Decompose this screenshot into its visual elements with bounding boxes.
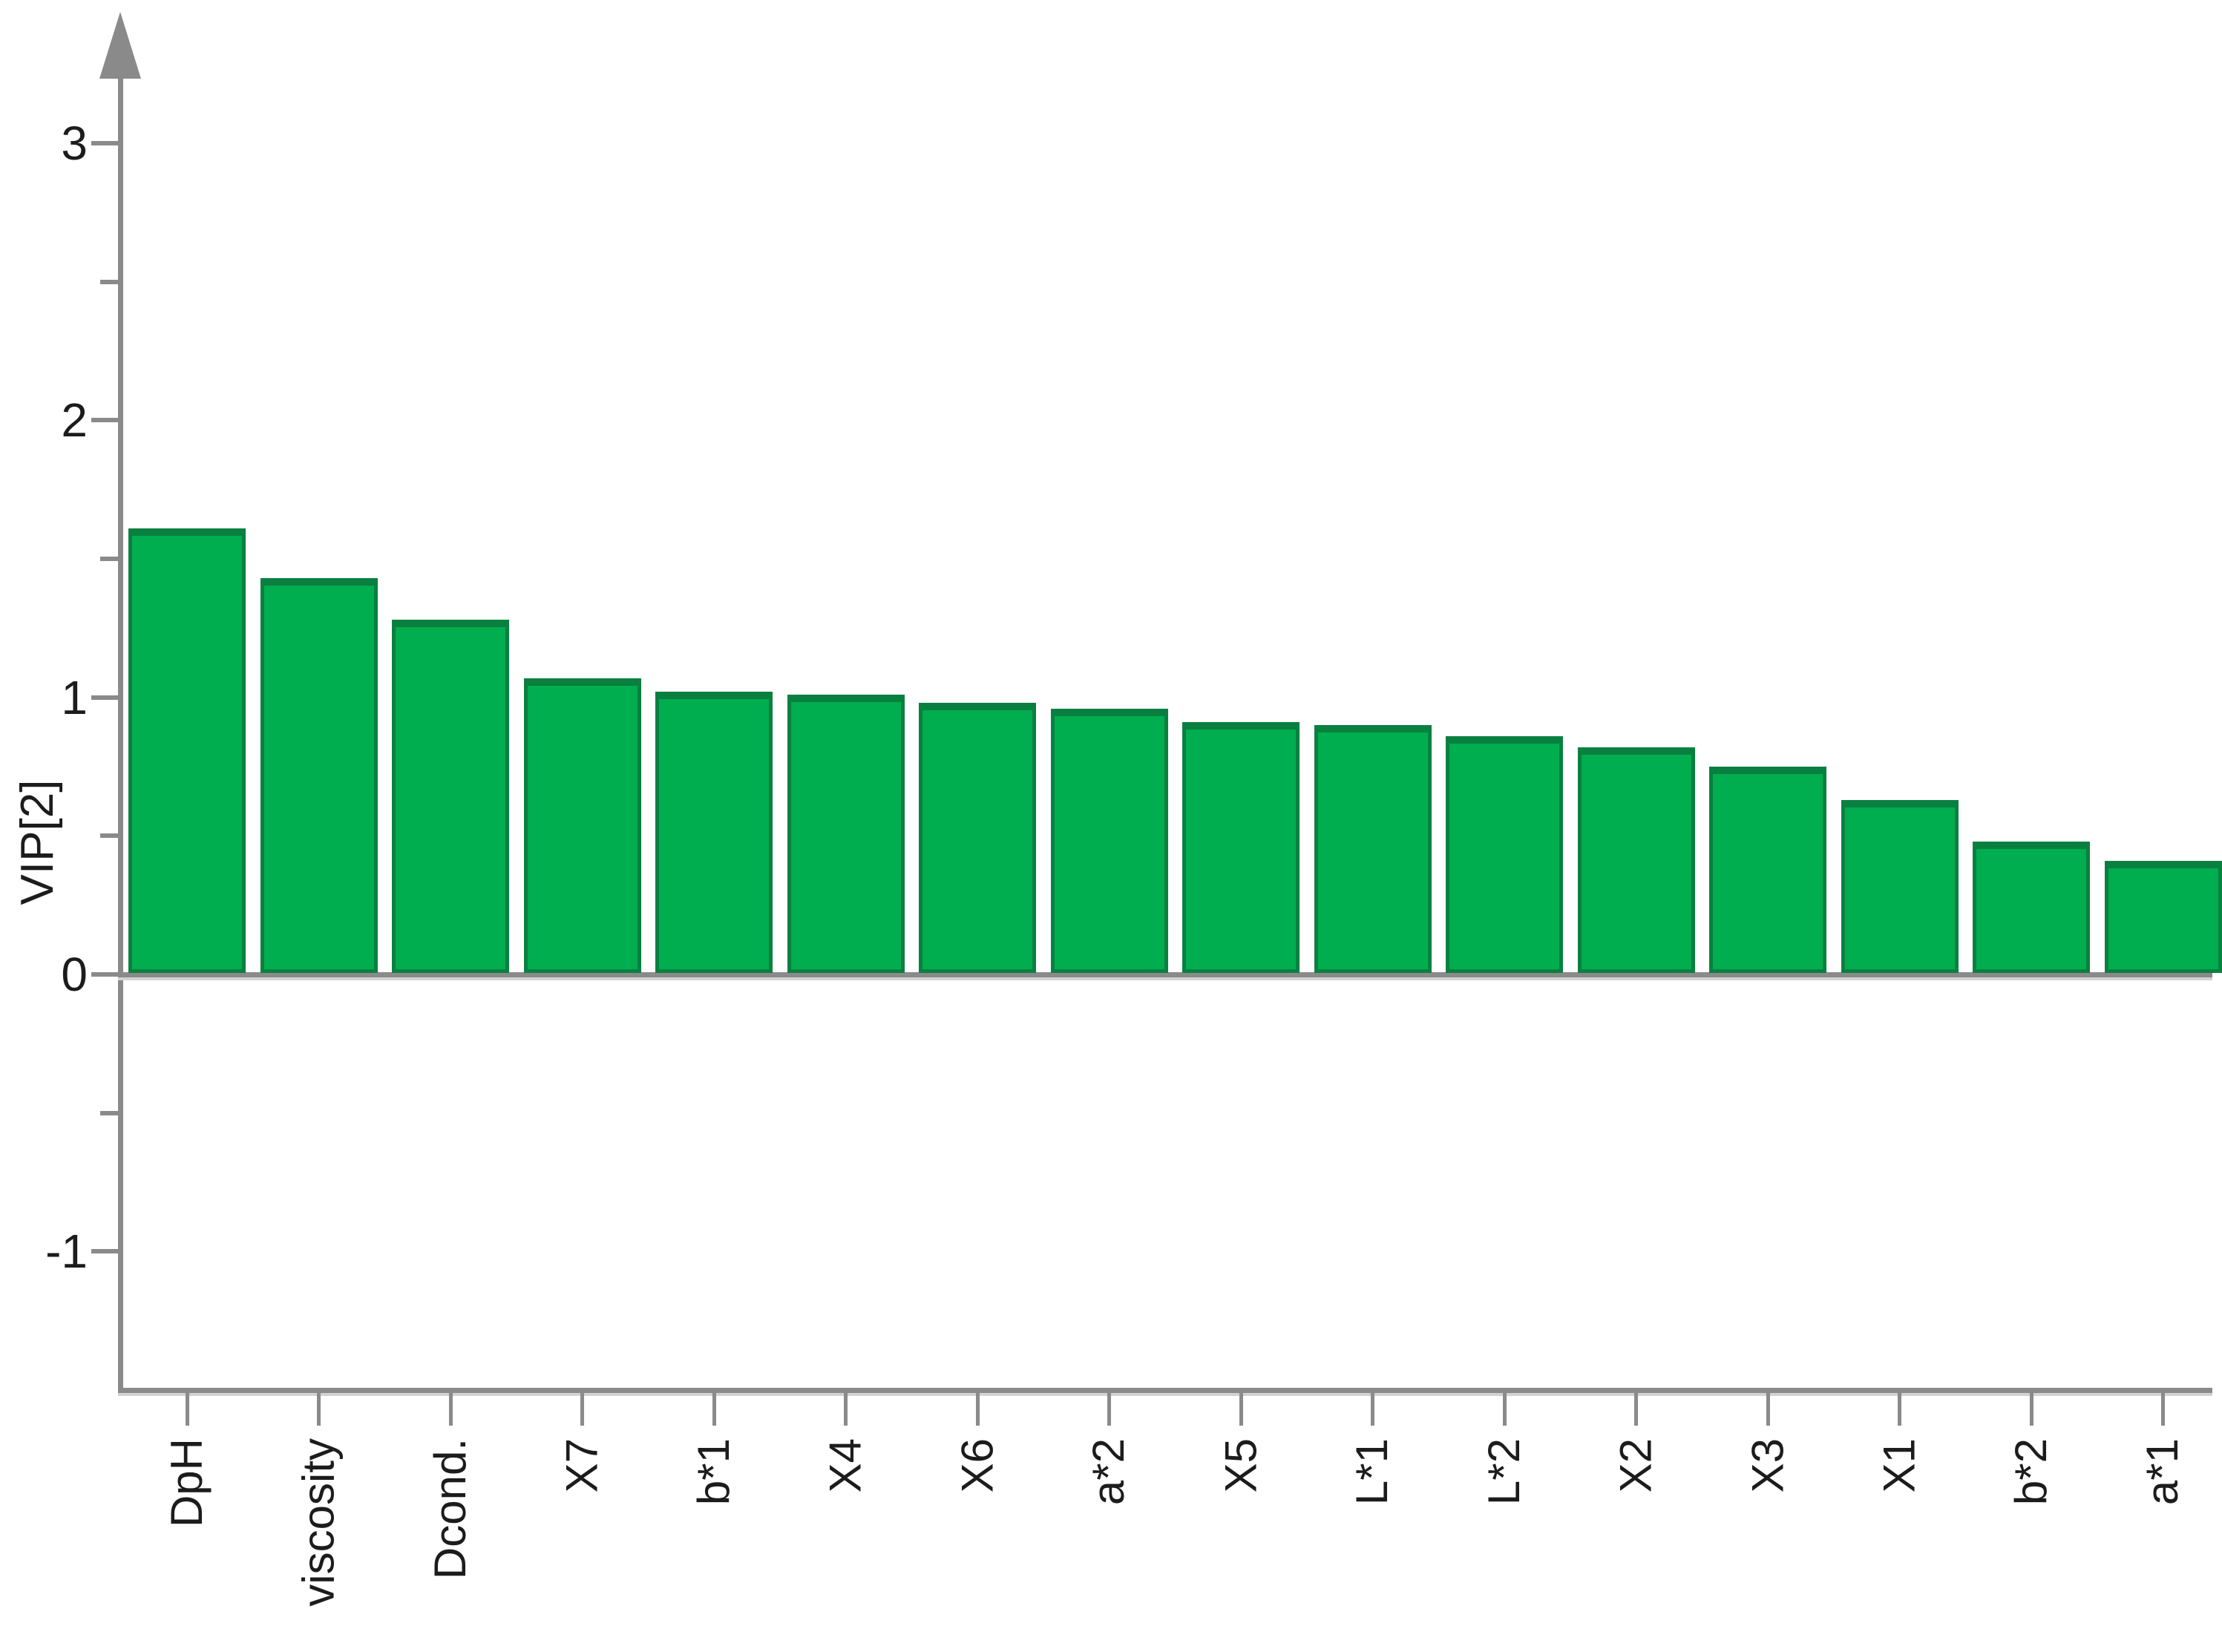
y-minor-tick [100, 1110, 118, 1115]
bar-X1 [1841, 799, 1959, 973]
x-tick [712, 1393, 716, 1426]
x-tick-label: X4 [820, 1438, 871, 1493]
bar-a*1 [2104, 860, 2222, 973]
x-tick-label: Dcond. [425, 1438, 475, 1580]
bar-viscosity [260, 578, 378, 973]
bar-Dcond. [392, 620, 509, 973]
y-major-tick [91, 972, 118, 977]
y-axis-line [118, 21, 123, 1390]
x-tick [1239, 1393, 1243, 1426]
x-tick [185, 1393, 189, 1426]
x-tick [1502, 1393, 1507, 1426]
x-tick [1107, 1393, 1111, 1426]
zero-baseline [118, 972, 2212, 977]
bar-a*2 [1050, 708, 1168, 973]
x-axis-line [118, 1388, 2212, 1393]
bar-X7 [523, 678, 641, 973]
y-axis-title: VIP[2] [12, 779, 63, 905]
x-tick [1898, 1393, 1901, 1426]
x-tick [2029, 1393, 2033, 1426]
x-tick-label: b*1 [689, 1438, 738, 1506]
zero-baseline-shadow [118, 977, 2212, 980]
x-axis-shadow [118, 1393, 2212, 1396]
x-tick [1766, 1393, 1770, 1426]
bar-X2 [1577, 747, 1695, 973]
bar-X3 [1709, 767, 1826, 973]
x-tick-label: a*2 [1084, 1438, 1134, 1506]
y-axis-arrow-icon [99, 12, 141, 79]
bar-X5 [1182, 722, 1300, 973]
x-tick-label: X6 [952, 1438, 1002, 1493]
y-minor-tick [100, 833, 118, 839]
y-minor-tick [100, 279, 118, 284]
y-tick-label: -1 [45, 1225, 88, 1279]
y-major-tick [91, 1249, 118, 1254]
bar-b*2 [1973, 841, 2090, 973]
x-tick [1634, 1393, 1638, 1426]
x-tick-label: X1 [1874, 1438, 1924, 1493]
x-tick-label: b*2 [2006, 1438, 2056, 1506]
bar-b*1 [655, 692, 773, 973]
bar-L*2 [1446, 736, 1563, 973]
x-tick [580, 1393, 584, 1426]
y-tick-label: 3 [61, 117, 88, 171]
x-tick-label: a*1 [2137, 1438, 2188, 1506]
x-tick-label: viscosity [293, 1438, 344, 1607]
x-tick-label: X2 [1610, 1438, 1661, 1493]
y-major-tick [91, 695, 118, 700]
x-tick [2161, 1393, 2165, 1426]
x-tick-label: DpH [162, 1438, 212, 1528]
x-tick [1371, 1393, 1374, 1426]
bar-X4 [787, 695, 905, 973]
x-tick-label: X5 [1216, 1438, 1265, 1493]
x-tick-label: L*2 [1479, 1438, 1529, 1506]
y-major-tick [91, 141, 118, 146]
y-tick-label: 2 [61, 393, 88, 448]
y-tick-label: 1 [61, 670, 88, 724]
bar-L*1 [1314, 725, 1432, 973]
y-major-tick [91, 418, 118, 423]
x-tick [317, 1393, 321, 1426]
y-minor-tick [100, 557, 118, 562]
x-tick [844, 1393, 848, 1426]
x-tick [448, 1393, 453, 1426]
x-tick-label: X3 [1743, 1438, 1792, 1493]
bar-DpH [128, 528, 246, 973]
y-tick-label: 0 [61, 948, 88, 1001]
x-tick [975, 1393, 980, 1426]
bar-X6 [919, 703, 1036, 973]
x-tick-label: X7 [557, 1438, 607, 1493]
x-tick-label: L*1 [1347, 1438, 1397, 1506]
